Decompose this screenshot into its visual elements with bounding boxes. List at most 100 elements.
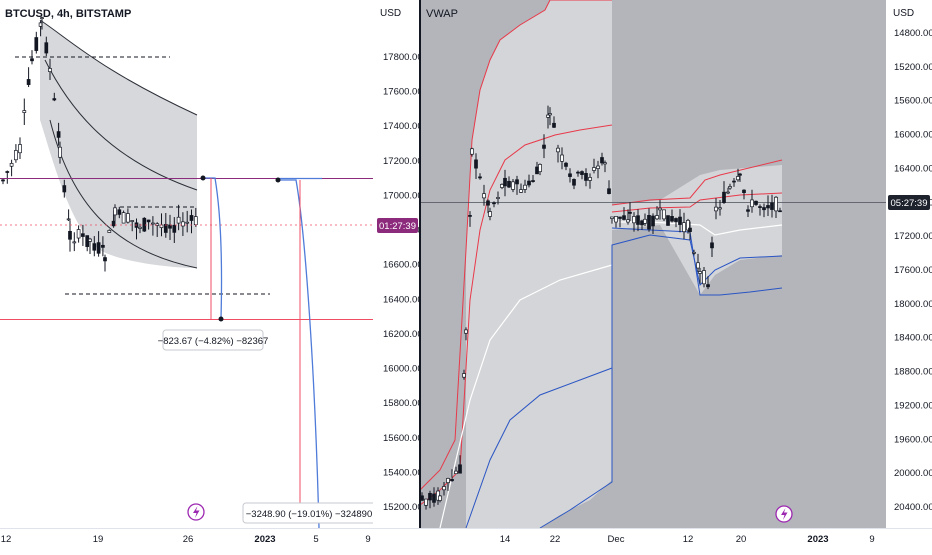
candle <box>117 209 122 215</box>
candle <box>706 284 710 288</box>
time-tick-label: 22 <box>550 534 561 545</box>
candle <box>113 207 117 216</box>
time-axis-ticks: 12 19 26 2023 5 9 14 22 Dec 12 20 2023 9 <box>1 534 875 545</box>
candle <box>185 221 190 224</box>
candle <box>682 222 686 233</box>
candle <box>503 177 507 187</box>
candle <box>101 244 105 248</box>
measure-anchor[interactable] <box>200 175 206 181</box>
time-tick-label: 5 <box>313 534 318 545</box>
candle <box>647 215 651 230</box>
candle <box>678 216 682 225</box>
candle <box>5 171 10 173</box>
candle <box>103 257 107 262</box>
candle <box>507 180 511 188</box>
candle <box>181 221 185 227</box>
price-tick-label: 17200.00 <box>894 231 932 242</box>
price-tick-label: 17000.00 <box>383 190 423 201</box>
candle <box>692 251 696 254</box>
candle <box>655 215 659 220</box>
left-chart-pane[interactable]: BTCUSD, 4h, BITSTAMP −823.67 (−4.82%) −8… <box>0 0 377 529</box>
candle <box>515 179 519 185</box>
measure-label-2-text: −3248.90 (−19.01%) −324890 <box>246 509 373 520</box>
candle <box>742 189 746 193</box>
measure-anchor[interactable] <box>218 316 224 322</box>
left-countdown-badge <box>377 218 418 233</box>
candle <box>52 98 57 101</box>
price-tick-label: 15800.00 <box>383 398 423 409</box>
candle <box>651 215 655 227</box>
left-drawings[interactable] <box>0 56 373 529</box>
candle <box>628 211 632 214</box>
candle <box>722 191 726 203</box>
lightning-icon-bolt <box>781 508 788 520</box>
vwap-lower-band-line <box>465 367 613 529</box>
price-tick-label: 19600.00 <box>894 434 932 445</box>
candle <box>9 163 14 167</box>
candle <box>66 218 71 221</box>
candle <box>88 238 92 242</box>
left-price-axis[interactable]: USD 17800.00 17600.00 17400.00 17200.00 1700… <box>373 0 423 528</box>
candle <box>584 173 588 181</box>
candle <box>588 177 592 181</box>
candle <box>111 220 116 227</box>
candle <box>538 164 542 173</box>
vwap-mid-line <box>439 264 613 529</box>
candle <box>698 271 702 274</box>
candle <box>674 218 678 222</box>
time-tick-label: 12 <box>1 534 12 545</box>
measure-curve-1[interactable] <box>203 177 223 319</box>
measure-label-1-box <box>162 329 264 351</box>
left-countdown-text: 01:27:39 <box>379 221 416 232</box>
candle <box>542 144 546 149</box>
candle <box>662 209 666 220</box>
vwap-lower-band-line <box>539 234 783 529</box>
candle <box>610 216 614 219</box>
candle <box>552 122 556 128</box>
lightning-icon[interactable] <box>187 503 205 521</box>
candle <box>193 216 198 226</box>
candle <box>670 216 674 222</box>
candle <box>750 199 754 208</box>
candle <box>523 184 527 190</box>
price-tick-label: 19200.00 <box>894 400 932 411</box>
vwap-band-fill <box>466 0 612 528</box>
measure-label-2[interactable]: −3248.90 (−19.01%) −324890 <box>242 502 377 524</box>
candle <box>450 479 454 482</box>
price-tick-label: 20000.00 <box>894 468 932 479</box>
time-tick-label: 9 <box>869 534 874 545</box>
measure-anchor[interactable] <box>275 177 281 183</box>
candle <box>560 154 564 162</box>
right-chart-pane[interactable]: VWAP <box>419 0 886 529</box>
candle <box>26 79 31 85</box>
candle <box>488 211 492 217</box>
candle <box>600 157 604 164</box>
price-tick-label: 15600.00 <box>383 433 423 444</box>
price-tick-label: 14800.00 <box>894 28 932 39</box>
left-axis-unit: USD <box>380 8 401 19</box>
left-candles <box>1 16 198 272</box>
candle <box>702 270 706 285</box>
measure-curve-2[interactable] <box>278 179 320 529</box>
candle <box>468 215 472 217</box>
measure-label-1[interactable]: −823.67 (−4.82%) −82367 <box>158 329 269 351</box>
candle <box>519 189 523 193</box>
candle <box>770 202 774 210</box>
right-axis-ticks: 14800.00 15200.00 15600.00 16000.00 16400.00… <box>894 28 932 513</box>
candle <box>746 209 750 212</box>
price-tick-label: 16400.00 <box>894 163 932 174</box>
candle <box>762 207 766 211</box>
candle <box>126 213 130 223</box>
candle <box>614 216 618 223</box>
candle <box>478 176 482 179</box>
time-axis[interactable]: 12 19 26 2023 5 9 14 22 Dec 12 20 2023 9 <box>0 528 932 550</box>
lightning-icon[interactable] <box>775 505 793 523</box>
right-price-axis[interactable]: USD 14800.00 15200.00 15600.00 16000.00 1640… <box>886 0 932 528</box>
price-tick-label: 20400.00 <box>894 502 932 513</box>
candle <box>92 243 97 251</box>
candle <box>72 241 77 244</box>
candle <box>732 180 736 183</box>
candle <box>728 186 732 189</box>
